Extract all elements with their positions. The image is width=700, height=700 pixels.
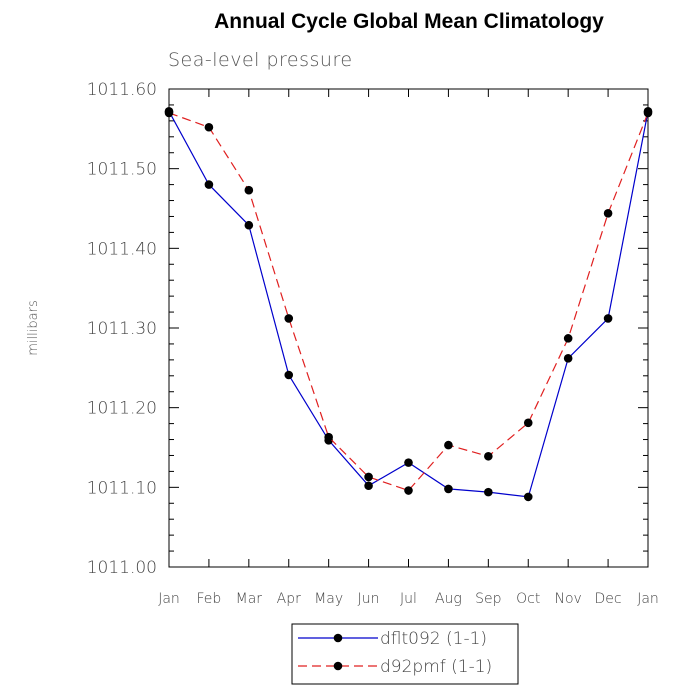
data-point bbox=[404, 458, 413, 467]
data-point bbox=[484, 451, 493, 461]
y-tick-label: 1011.60 bbox=[87, 80, 157, 100]
legend-label-1: dflt092 (1-1) bbox=[380, 629, 487, 649]
data-point bbox=[603, 314, 613, 323]
y-tick-label: 1011.00 bbox=[87, 558, 157, 578]
data-point bbox=[364, 472, 373, 482]
data-point bbox=[523, 492, 533, 502]
legend-box bbox=[291, 623, 519, 685]
y-tick-label: 1011.10 bbox=[87, 478, 157, 498]
data-point bbox=[244, 185, 254, 195]
x-tick-label: Feb bbox=[197, 591, 222, 607]
data-point bbox=[563, 353, 573, 363]
x-tick-label: Sep bbox=[475, 591, 501, 607]
series-line-2 bbox=[168, 112, 649, 492]
data-point bbox=[444, 484, 453, 494]
x-tick-label: Oct bbox=[516, 591, 540, 607]
x-tick-label: Apr bbox=[277, 591, 301, 607]
data-point bbox=[244, 220, 254, 230]
chart-title: Annual Cycle Global Mean Climatology bbox=[214, 10, 604, 33]
data-point bbox=[164, 108, 174, 118]
data-point bbox=[404, 486, 413, 495]
y-tick-label: 1011.20 bbox=[87, 399, 157, 419]
x-tick-label: Aug bbox=[435, 591, 462, 607]
data-point bbox=[444, 440, 453, 450]
y-tick-label: 1011.40 bbox=[87, 239, 157, 259]
y-tick-label: 1011.30 bbox=[87, 319, 157, 339]
plot-frame bbox=[168, 88, 649, 568]
data-point bbox=[484, 487, 493, 497]
x-tick-label: Jul bbox=[400, 591, 417, 607]
data-point bbox=[204, 122, 214, 132]
series-line-1 bbox=[168, 111, 649, 498]
data-point bbox=[523, 418, 533, 428]
x-tick-label: May bbox=[314, 591, 343, 607]
y-tick-label: 1011.50 bbox=[87, 160, 157, 180]
data-point bbox=[204, 180, 214, 189]
x-tick-label: Mar bbox=[236, 591, 263, 607]
legend: dflt092 (1-1) d92pmf (1-1) bbox=[291, 623, 519, 685]
x-tick-label: Nov bbox=[555, 591, 582, 607]
data-point bbox=[563, 334, 573, 343]
legend-marker-1 bbox=[333, 633, 343, 643]
legend-label-2: d92pmf (1-1) bbox=[380, 657, 492, 677]
plot-area: 1011.00 1011.10 1011.20 1011.30 1011.40 1011.… bbox=[87, 80, 659, 607]
data-point bbox=[284, 314, 294, 323]
data-point bbox=[643, 108, 653, 118]
chart-subtitle: Sea-level pressure bbox=[168, 49, 353, 71]
data-point bbox=[603, 208, 613, 218]
x-tick-label: Dec bbox=[595, 591, 622, 607]
legend-marker-2 bbox=[333, 661, 343, 671]
data-point bbox=[284, 370, 294, 380]
data-point bbox=[364, 481, 373, 491]
data-point bbox=[324, 432, 333, 442]
x-tick-label: Jan bbox=[637, 591, 659, 607]
x-tick-label: Jun bbox=[358, 591, 380, 607]
y-axis-label: millibars bbox=[26, 300, 41, 355]
x-tick-label: Jan bbox=[158, 591, 180, 607]
